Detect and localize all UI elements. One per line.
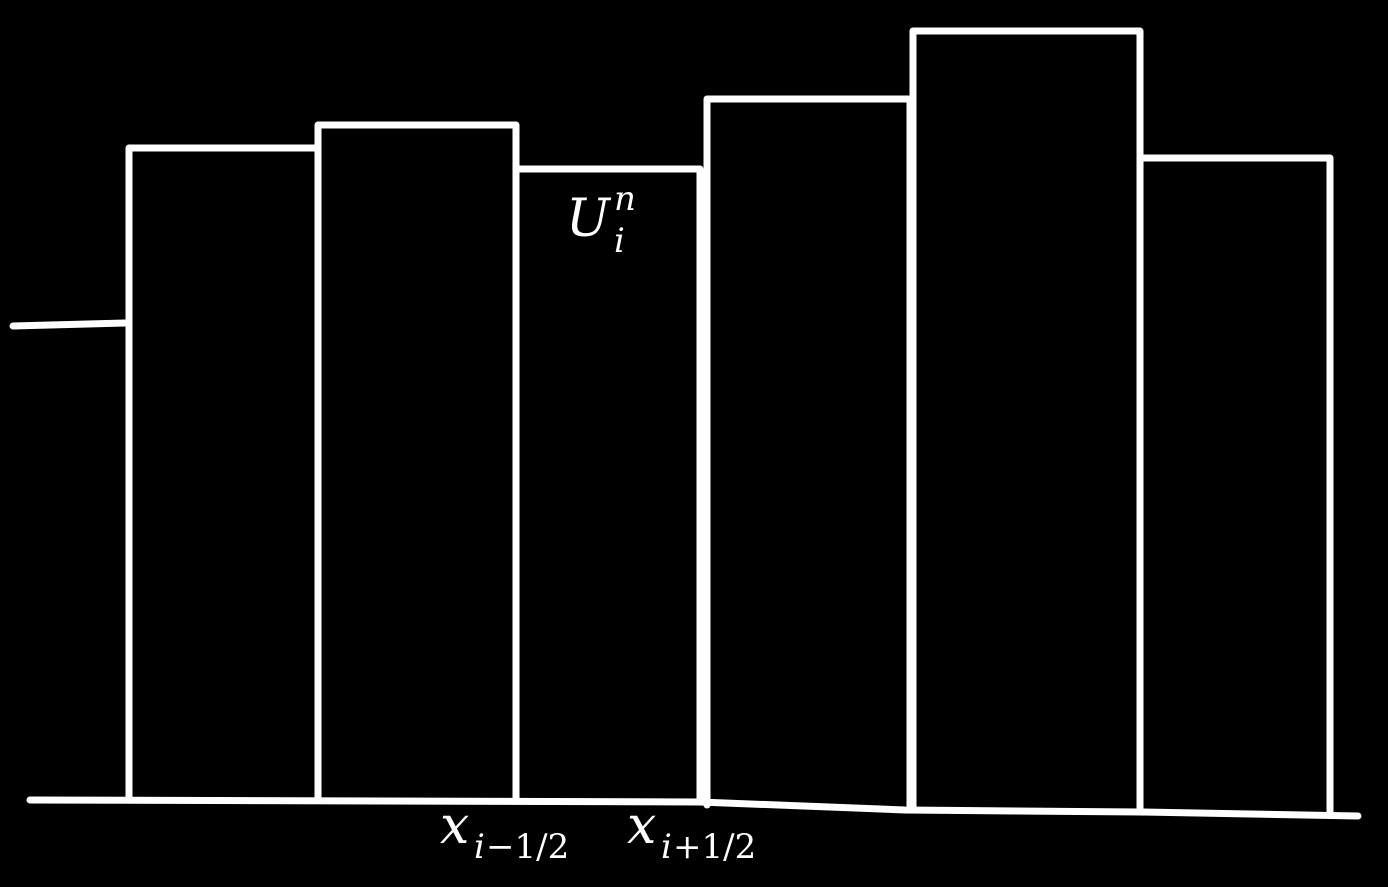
cell-4 xyxy=(703,95,914,814)
cell-i xyxy=(512,165,704,806)
cell-6 xyxy=(1138,154,1334,818)
right-interface-base: x xyxy=(627,796,656,856)
left-interface-label: x i −1/2 xyxy=(440,796,569,867)
cell-2 xyxy=(314,121,520,804)
left-ghost-cell-top xyxy=(9,319,129,330)
cell-average-subscript: i xyxy=(614,221,625,261)
cell-average-base: U xyxy=(566,189,612,249)
baseline xyxy=(26,796,1362,820)
left-interface-subscript-rest: −1/2 xyxy=(486,827,569,867)
right-interface-subscript-var: i xyxy=(661,827,672,867)
left-interface-subscript-var: i xyxy=(474,827,485,867)
cell-1 xyxy=(125,144,322,804)
cell-average-label: U n i xyxy=(566,179,636,261)
cell-average-superscript: n xyxy=(614,179,636,219)
right-interface-subscript-rest: +1/2 xyxy=(673,827,756,867)
right-interface-label: x i +1/2 xyxy=(627,796,756,867)
left-interface-base: x xyxy=(440,796,469,856)
cell-5 xyxy=(909,27,1144,816)
